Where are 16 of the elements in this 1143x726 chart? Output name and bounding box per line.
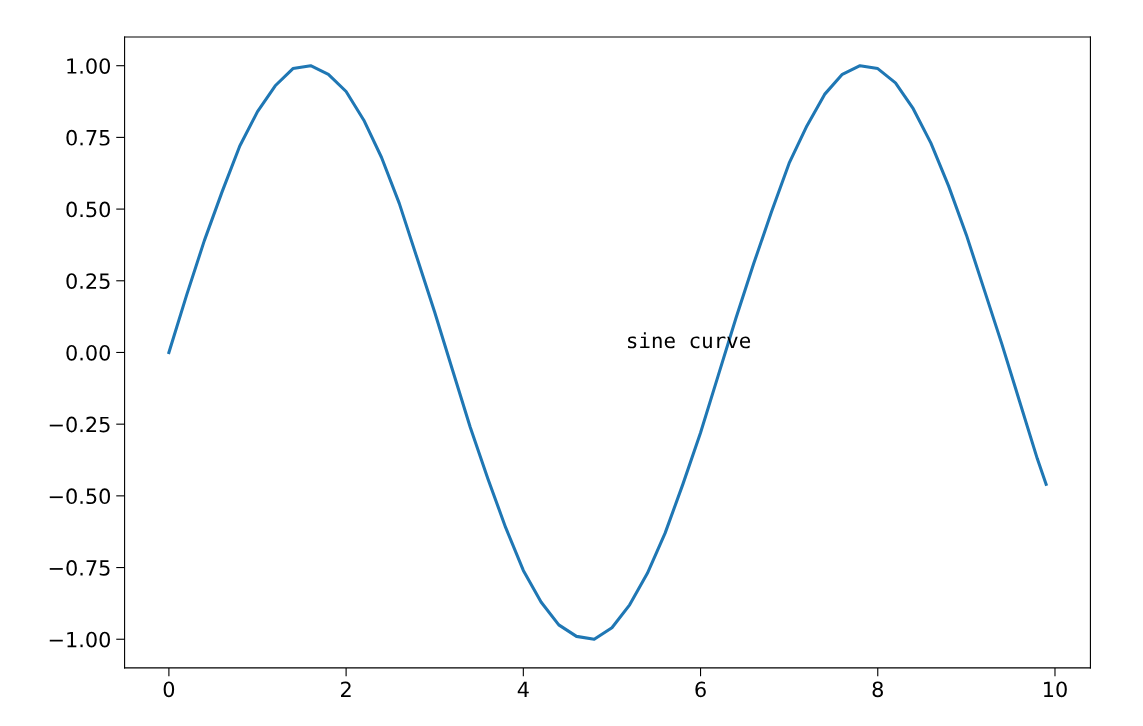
y-tick-label: 0.25 <box>66 273 110 289</box>
y-tick-label: −0.25 <box>49 416 110 433</box>
y-tick-label: −1.00 <box>49 631 111 648</box>
y-tick-label: 0.75 <box>66 129 110 146</box>
y-tick-label: 1.00 <box>67 58 111 74</box>
x-tick-label: 2 <box>341 681 351 697</box>
y-tick-label: 0.50 <box>66 201 111 218</box>
x-tick-label: 8 <box>872 681 883 698</box>
x-tick-label: 6 <box>695 681 706 698</box>
x-tick-label: 4 <box>517 681 529 697</box>
y-tick-label: 0.00 <box>66 344 111 361</box>
y-tick-label: −0.75 <box>49 560 110 576</box>
y-tick-label: −0.50 <box>49 488 111 505</box>
x-tick-label: 10 <box>1044 681 1067 698</box>
line-series <box>167 64 1048 641</box>
x-tick-label: 0 <box>163 681 175 698</box>
